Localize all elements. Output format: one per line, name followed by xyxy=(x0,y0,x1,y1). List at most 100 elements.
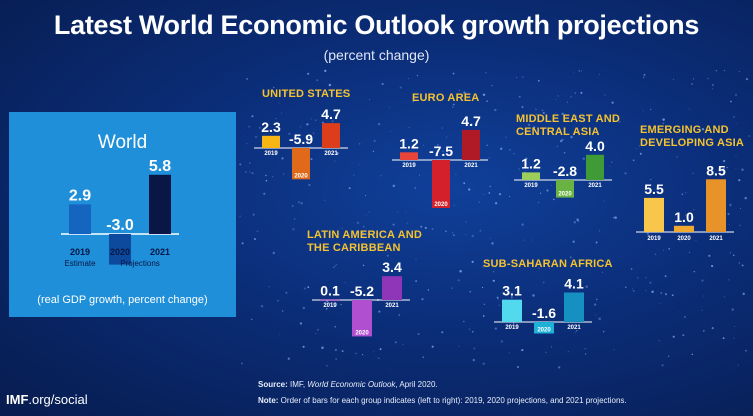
map-dot xyxy=(285,91,288,94)
map-dot xyxy=(728,279,730,281)
map-dot xyxy=(465,221,467,223)
map-dot xyxy=(595,314,597,316)
bar-2019 xyxy=(502,299,522,322)
map-dot xyxy=(445,230,447,233)
map-dot xyxy=(585,285,588,288)
map-dot xyxy=(691,353,694,356)
map-dot xyxy=(478,201,481,203)
world-chart: 2.9 2019 -3.0 2020 5.8 2021 Estimate Projection… xyxy=(61,158,179,268)
map-dot xyxy=(489,237,491,239)
map-dot xyxy=(500,340,504,343)
map-dot xyxy=(505,136,507,138)
map-dot xyxy=(494,202,498,205)
map-dot xyxy=(734,326,735,327)
year-label: 2019 xyxy=(402,163,416,169)
year-label: 2019 xyxy=(323,303,337,309)
map-dot xyxy=(545,351,547,353)
title-line: MIDDLE EAST AND xyxy=(516,113,621,125)
bar-2019 xyxy=(69,204,91,234)
map-dot xyxy=(482,315,485,317)
map-dot xyxy=(613,349,615,350)
map-dot xyxy=(649,281,652,284)
year-label: 2021 xyxy=(385,303,399,309)
map-dot xyxy=(441,127,444,129)
map-dot xyxy=(324,199,326,201)
map-dot xyxy=(664,275,667,278)
euro-area-title: EURO AREA xyxy=(412,92,479,105)
map-dot xyxy=(328,83,332,87)
map-dot xyxy=(723,69,726,72)
map-dot xyxy=(335,358,337,360)
map-dot xyxy=(728,223,730,225)
map-dot xyxy=(595,241,598,244)
map-dot xyxy=(525,157,528,160)
map-dot xyxy=(465,234,467,236)
emerging-asia-chart: 5.5 2019 1.0 2020 8.5 2021 xyxy=(636,162,734,242)
map-dot xyxy=(263,192,266,195)
map-dot xyxy=(315,333,317,335)
map-dot xyxy=(475,116,477,118)
map-dot xyxy=(542,111,545,115)
map-dot xyxy=(574,331,576,333)
map-dot xyxy=(433,96,435,98)
map-dot xyxy=(734,93,738,97)
map-dot xyxy=(334,160,336,162)
map-dot xyxy=(369,99,371,101)
map-dot xyxy=(642,76,645,79)
map-dot xyxy=(455,173,457,175)
bar-2020 xyxy=(109,234,131,265)
bar-2021 xyxy=(382,276,402,300)
map-dot xyxy=(388,106,390,108)
bar-2021 xyxy=(462,129,480,160)
map-dot xyxy=(481,286,484,289)
map-dot xyxy=(324,69,327,73)
map-dot xyxy=(251,318,253,321)
map-dot xyxy=(408,126,410,128)
value-label: 4.1 xyxy=(564,276,584,292)
middle-east-chart: 1.2 2019 -2.8 2020 4.0 2021 xyxy=(514,138,612,198)
map-dot xyxy=(731,308,734,311)
map-dot xyxy=(580,70,582,72)
map-dot xyxy=(275,117,277,119)
bar-2020 xyxy=(292,148,310,180)
map-dot xyxy=(334,265,336,267)
title-line: SUB-SAHARAN AFRICA xyxy=(483,258,613,270)
map-dot xyxy=(538,201,540,203)
map-dot xyxy=(452,234,455,237)
map-dot xyxy=(558,366,561,369)
map-dot xyxy=(390,131,392,133)
map-dot xyxy=(702,330,705,332)
map-dot xyxy=(248,161,251,164)
map-dot xyxy=(281,157,284,160)
map-dot xyxy=(535,108,537,111)
map-dot xyxy=(389,369,391,371)
map-dot xyxy=(735,155,737,157)
map-dot xyxy=(701,127,705,131)
map-dot xyxy=(732,254,735,257)
map-dot xyxy=(552,198,555,201)
map-dot xyxy=(688,251,690,253)
map-dot xyxy=(435,154,438,157)
map-dot xyxy=(471,234,474,238)
map-dot xyxy=(513,322,515,324)
map-dot xyxy=(422,356,425,359)
map-dot xyxy=(609,165,611,167)
map-dot xyxy=(516,76,518,78)
map-dot xyxy=(268,286,270,288)
map-dot xyxy=(639,152,642,155)
year-label: 2021 xyxy=(324,151,338,157)
map-dot xyxy=(313,243,316,246)
map-dot xyxy=(472,358,475,362)
emerging-asia-title: EMERGING AND DEVELOPING ASIA xyxy=(640,124,744,150)
map-dot xyxy=(414,187,417,189)
map-dot xyxy=(642,110,644,112)
title-line: LATIN AMERICA AND xyxy=(307,229,423,241)
title-line: EURO AREA xyxy=(412,92,480,104)
imf-logo: IMF.org/social xyxy=(6,392,88,407)
map-dot xyxy=(265,174,267,177)
map-dot xyxy=(246,143,248,145)
map-dot xyxy=(420,225,423,228)
year-label: 2021 xyxy=(588,183,602,189)
map-dot xyxy=(442,150,444,153)
map-dot xyxy=(331,120,334,123)
